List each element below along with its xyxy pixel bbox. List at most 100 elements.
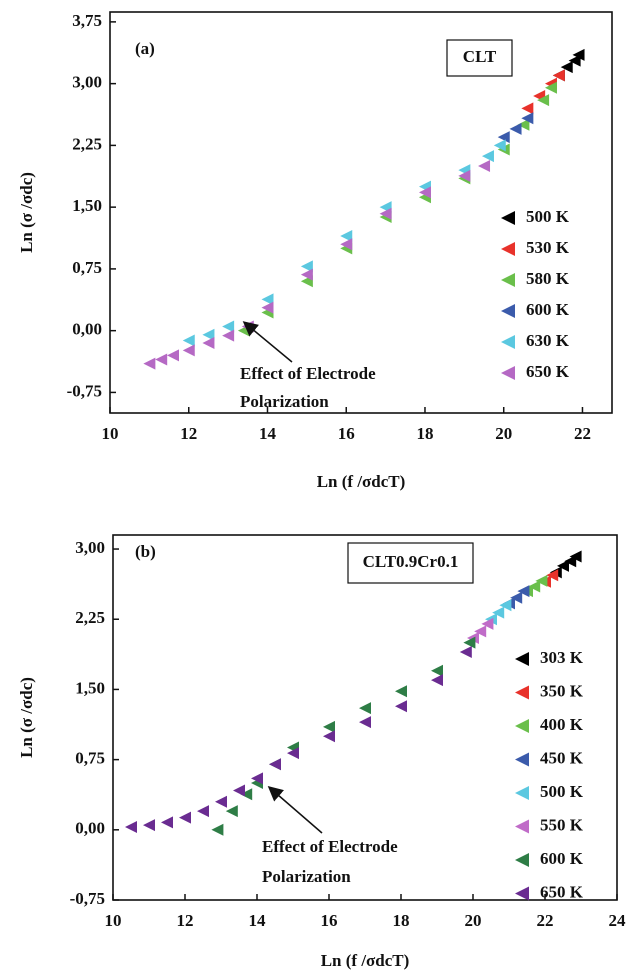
data-point: [211, 823, 224, 836]
annotation: Polarization: [240, 392, 329, 411]
data-point: [125, 821, 137, 833]
data-point: [202, 328, 215, 341]
x-tick-label: 16: [321, 911, 338, 930]
data-point: [521, 102, 534, 115]
x-tick-label: 22: [574, 424, 591, 443]
y-tick-label: 1,50: [72, 196, 102, 215]
data-point: [560, 61, 573, 74]
data-point: [155, 353, 168, 366]
data-point: [222, 320, 235, 333]
x-tick-label: 22: [537, 911, 554, 930]
data-point: [459, 645, 472, 658]
data-point: [463, 636, 476, 649]
data-point: [225, 805, 238, 818]
data-point: [395, 700, 407, 713]
data-point: [143, 819, 155, 832]
annotation: Polarization: [262, 867, 351, 886]
x-tick-label: 12: [180, 424, 197, 443]
data-point: [261, 301, 274, 314]
y-tick-label: 0,00: [75, 819, 105, 838]
data-point: [481, 150, 494, 163]
data-point: [359, 702, 371, 715]
sample-label: CLT0.9Cr0.1: [363, 552, 459, 571]
data-point: [166, 349, 179, 362]
x-tick-label: 16: [338, 424, 355, 443]
legend-label: 550 K: [540, 815, 584, 834]
x-axis-label: Ln (f /σdcT): [321, 951, 410, 970]
data-point: [478, 159, 491, 172]
legend-marker: [515, 886, 529, 901]
y-tick-label: 0,00: [72, 320, 102, 339]
data-point: [197, 805, 209, 818]
data-point: [509, 122, 522, 135]
legend-label: 600 K: [540, 849, 584, 868]
legend-marker: [515, 752, 529, 767]
data-point: [202, 337, 215, 350]
sample-box: [446, 39, 513, 77]
y-tick-label: 3,75: [72, 11, 102, 30]
data-point: [300, 268, 313, 281]
x-tick-label: 14: [249, 911, 267, 930]
data-point: [340, 229, 353, 242]
legend-label: 530 K: [526, 238, 570, 257]
data-point: [161, 816, 173, 829]
legend-marker: [515, 853, 529, 867]
panel-label: (b): [135, 542, 156, 561]
data-point: [546, 569, 559, 582]
data-point: [379, 207, 392, 220]
legend-label: 580 K: [526, 269, 570, 288]
x-axis-label: Ln (f /σdcT): [317, 472, 406, 491]
legend-marker: [501, 335, 515, 349]
legend-marker: [515, 819, 529, 834]
legend-marker: [501, 366, 515, 380]
data-point: [537, 94, 550, 107]
annotation-arrow: [267, 786, 323, 834]
data-point: [300, 260, 313, 273]
legend-label: 303 K: [540, 648, 584, 667]
data-point: [528, 580, 541, 593]
data-point: [492, 606, 505, 619]
plot-frame: [112, 534, 618, 901]
x-tick-label: 20: [495, 424, 512, 443]
data-point: [395, 685, 407, 698]
legend-marker: [501, 304, 515, 318]
data-point: [143, 357, 156, 370]
legend-marker: [501, 273, 515, 287]
data-point: [287, 747, 299, 760]
data-point: [431, 674, 443, 687]
x-tick-label: 12: [177, 911, 194, 930]
data-point: [568, 54, 581, 67]
y-tick-label: 3,00: [75, 538, 105, 557]
data-point: [552, 69, 565, 82]
data-point: [431, 664, 443, 677]
y-axis-label: Ln (σ /σdc): [17, 677, 36, 758]
data-point: [222, 329, 235, 342]
data-point: [510, 591, 523, 604]
annotation: Effect of Electrode: [262, 837, 398, 856]
data-point: [359, 716, 371, 729]
data-point: [481, 617, 494, 630]
data-point: [182, 334, 195, 347]
plot-frame: [109, 11, 613, 414]
x-tick-label: 10: [102, 424, 119, 443]
data-point: [517, 118, 530, 131]
legend-marker: [501, 242, 515, 256]
legend-label: 400 K: [540, 715, 584, 734]
x-tick-label: 18: [416, 424, 433, 443]
legend-label: 630 K: [526, 331, 570, 350]
x-tick-label: 24: [609, 911, 627, 930]
legend-label: 500 K: [526, 207, 570, 226]
legend-label: 350 K: [540, 681, 584, 700]
panel-label: (a): [135, 39, 155, 58]
data-point: [499, 599, 512, 612]
y-tick-label: 2,25: [72, 134, 102, 153]
x-tick-label: 14: [259, 424, 277, 443]
legend-marker: [515, 652, 529, 666]
x-tick-label: 18: [393, 911, 410, 930]
y-tick-label: -0,75: [70, 889, 105, 908]
data-point: [233, 784, 245, 797]
data-point: [269, 758, 281, 771]
y-axis-label: Ln (σ /σdc): [17, 172, 36, 253]
x-tick-label: 20: [465, 911, 482, 930]
